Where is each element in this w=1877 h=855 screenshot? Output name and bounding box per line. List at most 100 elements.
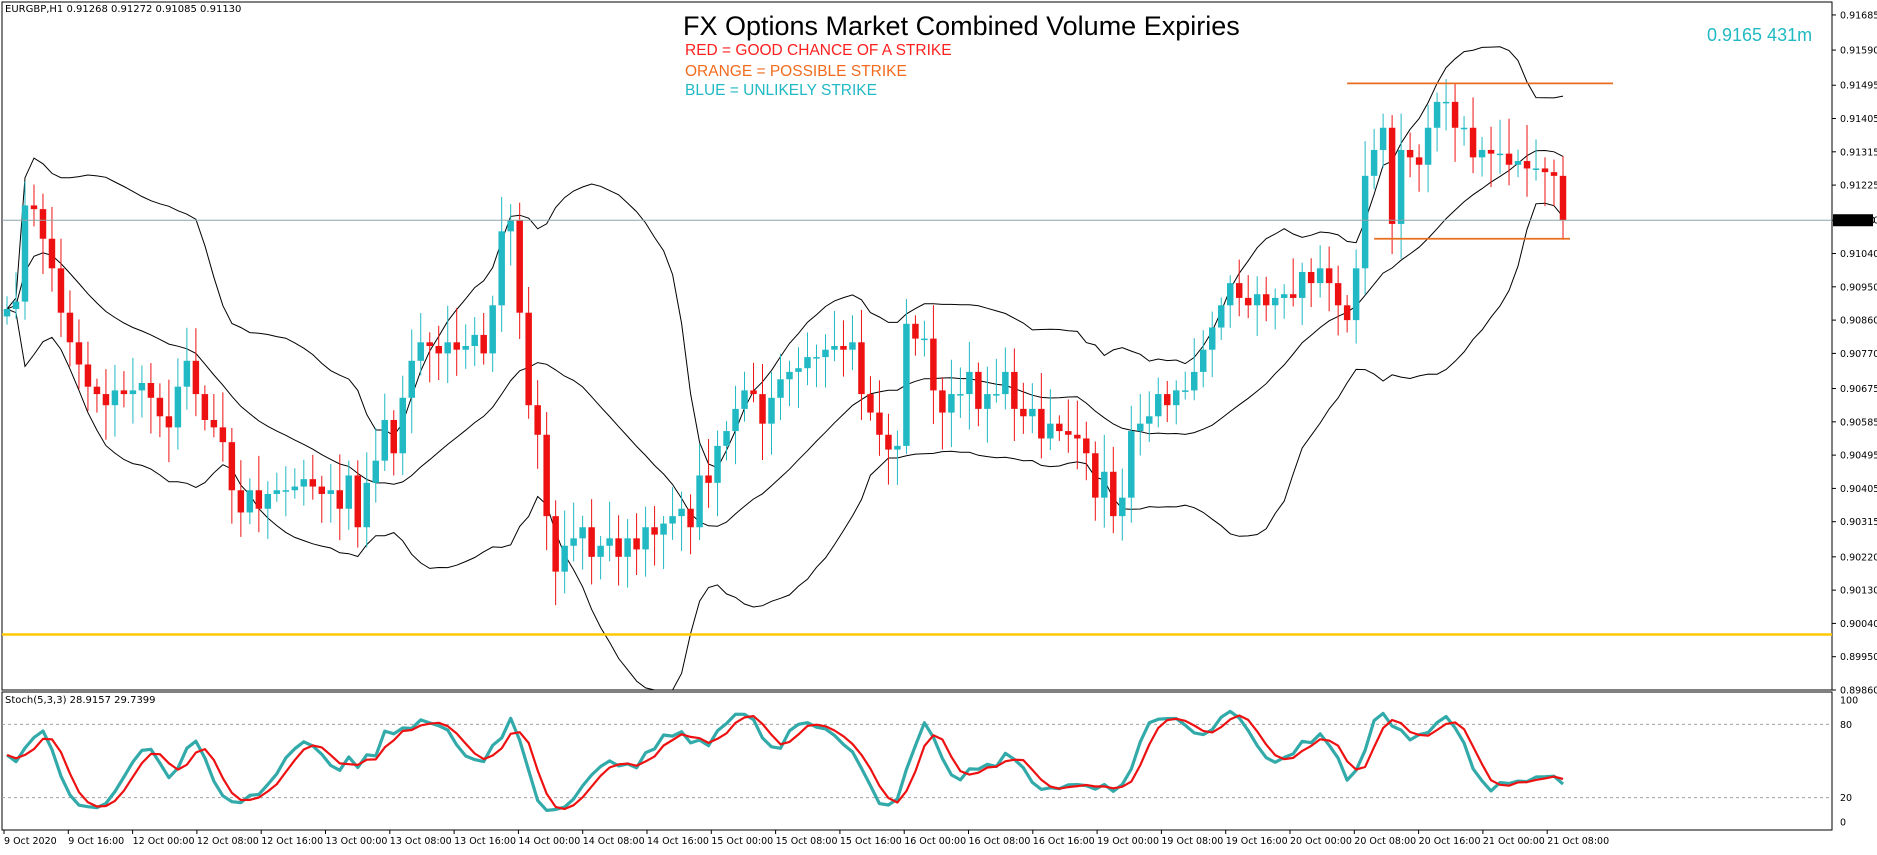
axes: 0.91685 0.91590 0.91495 0.91405 0.91315 0.912… — [3, 10, 1877, 847]
y-tick-label: 0.90040 — [1840, 619, 1877, 630]
candle-body — [57, 268, 65, 313]
candle-body — [1280, 294, 1288, 298]
candle-body — [822, 349, 829, 358]
stochastic-label: Stoch(5,3,3) 28.9157 29.7399 — [5, 695, 156, 706]
candle-body — [1307, 272, 1315, 284]
candle-body — [1379, 127, 1387, 150]
candle-body — [1478, 149, 1486, 158]
candle-body — [120, 390, 128, 395]
x-tick-label: 16 Oct 00:00 — [904, 836, 966, 847]
candle-body — [768, 397, 775, 424]
candle-body — [1550, 172, 1558, 176]
bollinger-bands — [6, 46, 1564, 691]
candle-body — [1199, 349, 1207, 372]
candle-body — [75, 342, 83, 365]
candle-body — [786, 371, 793, 380]
candle-body — [1334, 283, 1342, 306]
candle-body — [363, 482, 371, 528]
candle-body — [633, 538, 640, 550]
candle-body — [327, 490, 335, 494]
candle-body — [615, 538, 622, 557]
stoch-frame — [1, 691, 1833, 831]
candle-body — [552, 516, 559, 572]
candle-body — [579, 527, 586, 539]
candle-body — [372, 460, 380, 483]
candle-body — [831, 346, 838, 350]
candle-body — [273, 490, 281, 494]
candle-body — [237, 490, 245, 513]
y-tick-label: 0.91405 — [1840, 114, 1877, 125]
candle-body — [894, 445, 901, 450]
candle-body — [1388, 127, 1396, 224]
candle-body — [1137, 423, 1144, 432]
candle-body — [408, 360, 415, 398]
candle-body — [1101, 471, 1108, 498]
price-levels — [2, 82, 1832, 636]
candle-body — [804, 357, 811, 369]
candle-body — [840, 346, 847, 350]
candle-body — [741, 390, 748, 409]
candle-body — [201, 394, 209, 420]
x-tick-label: 21 Oct 00:00 — [1483, 836, 1545, 847]
y-tick-label: 0.91225 — [1840, 181, 1877, 192]
candle-body — [777, 379, 784, 398]
x-tick-label: 19 Oct 16:00 — [1226, 836, 1288, 847]
candle-body — [921, 338, 928, 341]
candle-body — [399, 397, 406, 454]
candle-body — [318, 486, 326, 494]
candle-body — [1244, 297, 1252, 306]
candle-body — [1559, 175, 1567, 221]
x-tick-label: 12 Oct 00:00 — [133, 836, 195, 847]
candle-body — [1146, 416, 1153, 424]
candle-body — [102, 394, 110, 406]
candle-body — [30, 205, 38, 210]
candle-body — [444, 342, 451, 354]
candle-body — [570, 538, 577, 546]
candle-body — [156, 397, 164, 417]
expiry-note: 0.9165 431m — [1707, 25, 1813, 45]
stochastic-panel — [2, 709, 1832, 812]
y-tick-label: 0.91040 — [1840, 249, 1877, 260]
candle-body — [354, 475, 362, 528]
x-tick-label: 15 Oct 08:00 — [776, 836, 838, 847]
candle-body — [1253, 294, 1261, 306]
candle-body — [174, 386, 182, 428]
candle-body — [1083, 438, 1090, 454]
candle-body — [300, 479, 308, 487]
candle-body — [1325, 268, 1333, 284]
candle-body — [885, 434, 892, 450]
last-price-label: 0.91130 — [1836, 216, 1875, 227]
candle-body — [417, 342, 424, 361]
candle-body — [561, 545, 568, 572]
chart-frame — [1, 1, 1833, 831]
x-tick-label: 12 Oct 16:00 — [261, 836, 323, 847]
candle-body — [1155, 394, 1162, 417]
candle-body — [1110, 471, 1117, 517]
candle-body — [1541, 168, 1549, 173]
candle-body — [111, 390, 119, 406]
y-tick-label: 0.90130 — [1840, 586, 1877, 597]
candle-body — [624, 538, 631, 557]
candle-body — [489, 305, 496, 354]
candle-body — [1415, 157, 1423, 165]
y-tick-label: 0.90585 — [1840, 417, 1877, 428]
candle-body — [1352, 268, 1360, 321]
candle-body — [426, 342, 433, 346]
candle-body — [588, 527, 595, 557]
candle-body — [309, 479, 317, 487]
candle-body — [1190, 371, 1198, 391]
candle-body — [1487, 149, 1495, 154]
symbol-info: EURGBP,H1 0.91268 0.91272 0.91085 0.9113… — [5, 4, 242, 15]
candle-body — [1011, 371, 1018, 409]
candle-body — [993, 394, 1000, 396]
candle-body — [795, 368, 802, 372]
candle-body — [228, 442, 236, 491]
candle-body — [39, 209, 47, 239]
candle-body — [714, 445, 721, 483]
candle-body — [1047, 423, 1054, 439]
stoch-tick-label: 20 — [1840, 793, 1852, 804]
candle-body — [381, 419, 388, 461]
candle-body — [471, 334, 478, 346]
candle-body — [1451, 101, 1459, 128]
candle-body — [1128, 431, 1135, 498]
